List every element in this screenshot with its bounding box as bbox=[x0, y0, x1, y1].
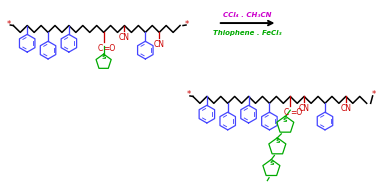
Text: S: S bbox=[269, 161, 274, 166]
Text: C: C bbox=[98, 44, 103, 53]
Text: =O: =O bbox=[104, 44, 116, 53]
Text: *: * bbox=[372, 90, 376, 99]
Text: *: * bbox=[187, 90, 191, 99]
Text: CN: CN bbox=[299, 104, 310, 113]
Text: CCl₄ . CH₃CN: CCl₄ . CH₃CN bbox=[223, 12, 272, 18]
Text: Thiophene . FeCl₃: Thiophene . FeCl₃ bbox=[213, 30, 282, 36]
Text: *: * bbox=[185, 20, 189, 29]
Text: CN: CN bbox=[340, 104, 351, 113]
Text: CN: CN bbox=[119, 33, 130, 42]
Text: =O: =O bbox=[290, 108, 302, 117]
Text: C: C bbox=[284, 108, 289, 117]
Text: *: * bbox=[7, 20, 11, 29]
Text: S: S bbox=[101, 55, 106, 60]
Text: S: S bbox=[275, 139, 280, 144]
Text: S: S bbox=[283, 118, 288, 123]
Text: CN: CN bbox=[154, 40, 165, 49]
